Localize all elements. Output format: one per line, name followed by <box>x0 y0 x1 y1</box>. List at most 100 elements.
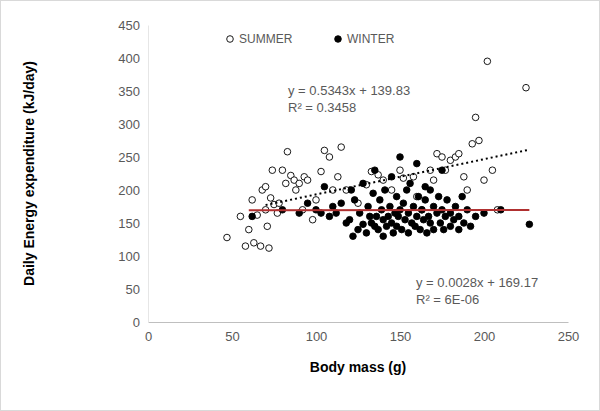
x-tick: 50 <box>225 322 239 344</box>
data-layer <box>224 58 533 251</box>
point <box>414 160 421 167</box>
point <box>402 216 409 223</box>
y-tick-label: 400 <box>118 51 140 66</box>
x-axis-line <box>149 322 569 323</box>
point <box>425 213 432 220</box>
point <box>293 187 300 194</box>
point <box>456 226 463 233</box>
point <box>267 195 274 202</box>
point <box>472 213 479 220</box>
x-axis-title: Body mass (g) <box>310 359 406 375</box>
point <box>456 150 463 157</box>
point <box>388 187 395 194</box>
point <box>489 167 496 174</box>
y-tick: 0 <box>133 315 148 330</box>
point <box>435 193 442 200</box>
point <box>397 154 404 161</box>
point <box>251 240 258 247</box>
y-tick-label: 0 <box>133 315 140 330</box>
point <box>375 226 382 233</box>
legend-symbol <box>227 36 234 43</box>
point <box>304 177 311 184</box>
x-axis: 050100150200250 <box>145 322 579 344</box>
y-tick-label: 150 <box>118 216 140 231</box>
point <box>242 243 249 250</box>
y-tick: 300 <box>118 117 148 132</box>
y-tick-label: 50 <box>126 282 140 297</box>
point <box>390 230 397 237</box>
point <box>338 144 345 151</box>
series-points <box>249 154 533 240</box>
point <box>338 200 345 207</box>
point <box>279 167 286 174</box>
trend-line <box>249 209 530 211</box>
point <box>523 84 530 91</box>
point <box>481 177 488 184</box>
point <box>467 223 474 230</box>
y-tick: 200 <box>118 183 148 198</box>
point <box>321 183 328 190</box>
point <box>224 234 231 241</box>
y-axis-title: Daily Energy expenditure (kJ/day) <box>21 61 37 286</box>
point <box>461 220 468 227</box>
point <box>318 168 325 175</box>
point <box>456 213 463 220</box>
point <box>385 213 392 220</box>
point <box>472 114 479 121</box>
point <box>249 197 256 204</box>
point <box>262 183 269 190</box>
annotation: y = 0.5343x + 139.83 <box>288 83 410 98</box>
x-tick: 250 <box>558 322 580 344</box>
x-tick: 200 <box>474 322 496 344</box>
point <box>330 203 337 210</box>
point <box>366 213 373 220</box>
point <box>403 187 410 194</box>
legend-label: SUMMER <box>239 32 293 46</box>
y-tick-label: 450 <box>118 18 140 33</box>
y-tick: 50 <box>126 282 148 297</box>
point <box>326 213 333 220</box>
point <box>309 216 316 223</box>
point <box>249 213 256 220</box>
point <box>430 226 437 233</box>
point <box>382 187 389 194</box>
point <box>484 58 491 65</box>
point <box>363 230 370 237</box>
point <box>400 200 407 207</box>
y-axis-line <box>148 26 149 323</box>
point <box>526 221 533 228</box>
y-tick-label: 100 <box>118 249 140 264</box>
y-tick: 100 <box>118 249 148 264</box>
point <box>335 174 342 181</box>
point <box>417 226 424 233</box>
point <box>313 197 320 204</box>
point <box>370 190 377 197</box>
y-tick: 150 <box>118 216 148 231</box>
point <box>430 203 437 210</box>
point <box>476 137 483 144</box>
annotation: R² = 0.3458 <box>288 100 356 115</box>
x-tick-label: 200 <box>474 329 496 344</box>
point <box>269 167 276 174</box>
point <box>461 174 468 181</box>
chart-svg: 0501001502002500501001502002503003504004… <box>0 0 600 411</box>
y-tick-label: 300 <box>118 117 140 132</box>
point <box>350 233 357 240</box>
point <box>395 213 402 220</box>
point <box>372 167 379 174</box>
x-tick-label: 250 <box>558 329 580 344</box>
point <box>440 226 447 233</box>
y-tick: 250 <box>118 150 148 165</box>
legend-label: WINTER <box>347 32 395 46</box>
point <box>427 187 434 194</box>
point <box>360 221 367 228</box>
plot-area: 0501001502002500501001502002503003504004… <box>118 18 579 345</box>
point <box>237 213 244 220</box>
legend: SUMMER WINTER <box>227 32 395 46</box>
point <box>430 177 437 184</box>
x-tick: 100 <box>306 322 328 344</box>
x-tick-label: 50 <box>225 329 239 344</box>
point <box>422 197 429 204</box>
annotation: R² = 6E-06 <box>416 292 479 307</box>
point <box>415 193 422 200</box>
